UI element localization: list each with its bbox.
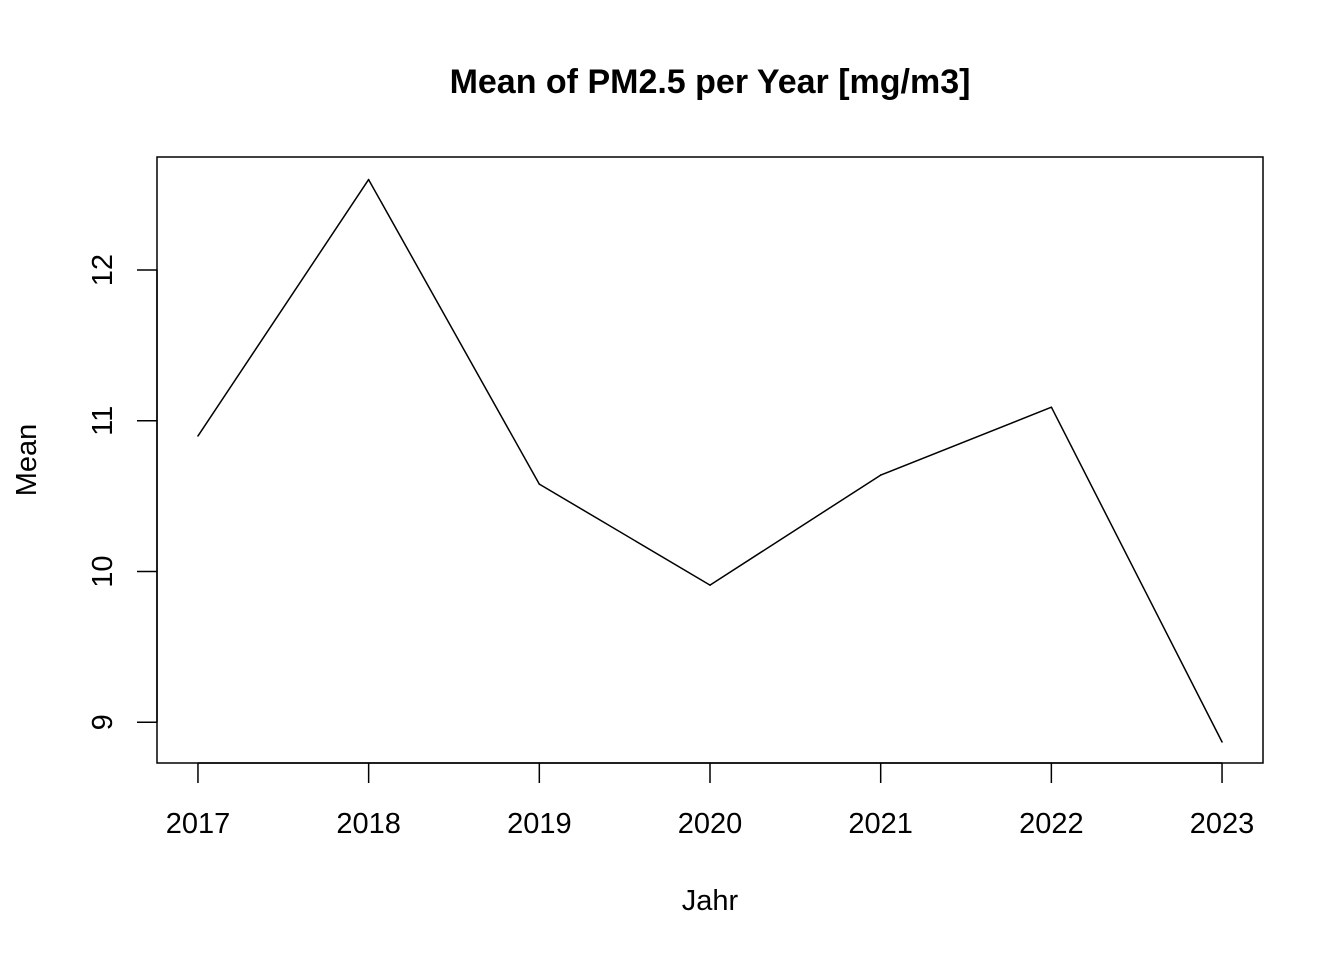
y-axis-label: Mean	[11, 424, 43, 497]
data-point	[709, 584, 711, 586]
y-tick-label: 10	[87, 555, 119, 587]
y-tick-label: 12	[87, 254, 119, 286]
x-axis: 2017 2018 2019 2020 2021 2022 2023	[166, 762, 1255, 840]
series-line	[197, 178, 1223, 743]
data-point	[197, 435, 199, 437]
x-tick-label: 2018	[336, 808, 401, 840]
data-point	[367, 178, 370, 181]
data-point	[879, 474, 882, 476]
x-tick-label: 2023	[1190, 808, 1255, 840]
x-tick-label: 2022	[1019, 808, 1084, 840]
data-point	[1050, 406, 1053, 409]
y-tick-label: 11	[87, 406, 119, 436]
chart-title: Mean of PM2.5 per Year [mg/m3]	[450, 63, 971, 101]
x-tick-label: 2017	[166, 808, 231, 840]
x-tick-label: 2021	[848, 808, 913, 840]
x-tick-label: 2019	[507, 808, 572, 840]
data-point	[538, 483, 541, 485]
series-layer	[197, 178, 1223, 743]
data-point	[1221, 741, 1223, 743]
x-tick-label: 2020	[678, 808, 743, 840]
x-axis-label: Jahr	[682, 885, 739, 917]
y-axis: 9 10 11 12	[87, 254, 158, 730]
y-tick-label: 9	[87, 714, 119, 730]
